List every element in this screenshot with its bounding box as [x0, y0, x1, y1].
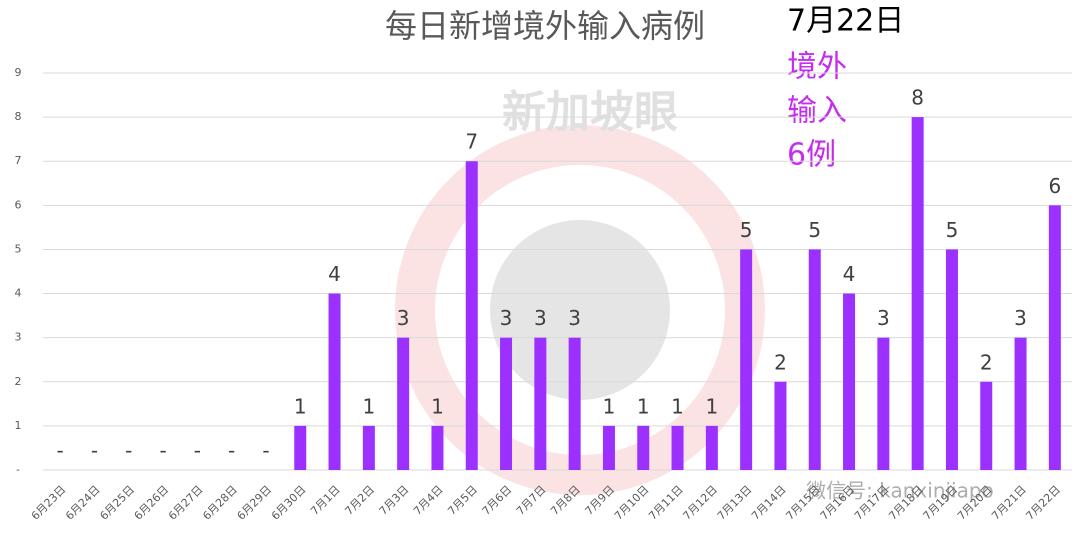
x-tick-label: 7月1日	[308, 483, 343, 518]
annotation: 输入	[787, 94, 847, 129]
watermark-text: 新加坡眼	[502, 87, 678, 138]
x-tick-label: 6月25日	[97, 483, 137, 523]
y-tick-label: 9	[15, 66, 22, 79]
data-label: 3	[500, 306, 513, 330]
data-label: 4	[843, 262, 856, 286]
bar	[500, 337, 513, 470]
x-tick-label: 7月22日	[1023, 483, 1063, 523]
data-label: -	[194, 439, 201, 463]
chart-title: 每日新增境外输入病例	[385, 7, 705, 45]
y-tick-label: -	[16, 463, 20, 476]
bar	[328, 293, 341, 470]
annotation: 7月22日	[787, 4, 904, 39]
data-label: 1	[603, 394, 616, 418]
data-label: 5	[946, 218, 959, 242]
bar	[877, 337, 890, 470]
y-tick-label: 2	[15, 375, 22, 388]
x-tick-label: 6月29日	[235, 483, 275, 523]
data-label: 3	[397, 306, 410, 330]
data-label: 5	[808, 218, 821, 242]
data-label: 2	[980, 350, 993, 374]
data-label: 6	[1048, 174, 1061, 198]
data-label: 1	[637, 394, 650, 418]
x-tick-label: 7月3日	[377, 483, 412, 518]
bar	[911, 117, 924, 470]
bar	[465, 161, 478, 470]
bar	[774, 381, 787, 470]
data-label: 1	[431, 394, 444, 418]
x-tick-label: 7月21日	[989, 483, 1029, 523]
data-label: -	[91, 439, 98, 463]
bar	[980, 381, 993, 470]
data-label: 2	[774, 350, 787, 374]
data-label: 8	[911, 86, 924, 110]
x-tick-label: 7月13日	[715, 483, 755, 523]
annotation: 境外	[787, 50, 847, 85]
bar	[843, 293, 856, 470]
data-label: 3	[1014, 306, 1027, 330]
data-label: 1	[671, 394, 684, 418]
data-label: 3	[568, 306, 581, 330]
bar	[705, 425, 718, 470]
bar	[945, 249, 958, 470]
x-tick-label: 7月6日	[480, 483, 515, 518]
data-label: 3	[877, 306, 890, 330]
bar	[431, 425, 444, 470]
bar	[808, 249, 821, 470]
data-label: -	[228, 439, 235, 463]
data-label: 1	[705, 394, 718, 418]
bar	[568, 337, 581, 470]
bar	[740, 249, 753, 470]
data-label: 1	[294, 394, 307, 418]
data-label: -	[159, 439, 166, 463]
x-tick-label: 7月5日	[445, 483, 480, 518]
data-label: 1	[362, 394, 375, 418]
y-tick-label: 6	[15, 198, 22, 211]
y-tick-label: 1	[15, 419, 22, 432]
x-tick-label: 7月4日	[411, 483, 446, 518]
x-tick-label: 6月30日	[269, 483, 309, 523]
x-tick-label: 7月2日	[342, 483, 377, 518]
bar	[294, 425, 307, 470]
data-label: 3	[534, 306, 547, 330]
data-label: 7	[465, 130, 478, 154]
annotation: 6例	[787, 138, 836, 173]
y-tick-label: 5	[15, 242, 22, 255]
x-tick-label: 6月24日	[63, 483, 103, 523]
bar	[671, 425, 684, 470]
bar	[637, 425, 650, 470]
y-tick-label: 3	[15, 331, 22, 344]
data-label: 5	[740, 218, 753, 242]
bar	[1048, 205, 1061, 471]
bar	[534, 337, 547, 470]
x-tick-label: 7月14日	[749, 483, 789, 523]
data-label: -	[57, 439, 64, 463]
x-tick-label: 7月12日	[680, 483, 720, 523]
data-label: 4	[328, 262, 341, 286]
x-tick-label: 6月23日	[29, 483, 69, 523]
x-tick-label: 6月27日	[166, 483, 206, 523]
bar	[362, 425, 375, 470]
x-tick-label: 6月28日	[200, 483, 240, 523]
x-tick-label: 7月15日	[783, 483, 823, 523]
bar	[397, 337, 410, 470]
data-label: -	[262, 439, 269, 463]
y-tick-label: 4	[15, 287, 22, 300]
bar	[1014, 337, 1027, 470]
x-tick-label: 6月26日	[132, 483, 172, 523]
y-tick-label: 7	[15, 154, 22, 167]
data-label: -	[125, 439, 132, 463]
bar	[602, 425, 615, 470]
y-tick-label: 8	[15, 110, 22, 123]
x-tick-label: 7月11日	[646, 483, 686, 523]
watermark-text: 微信号: kanxinjiapo	[806, 479, 994, 503]
